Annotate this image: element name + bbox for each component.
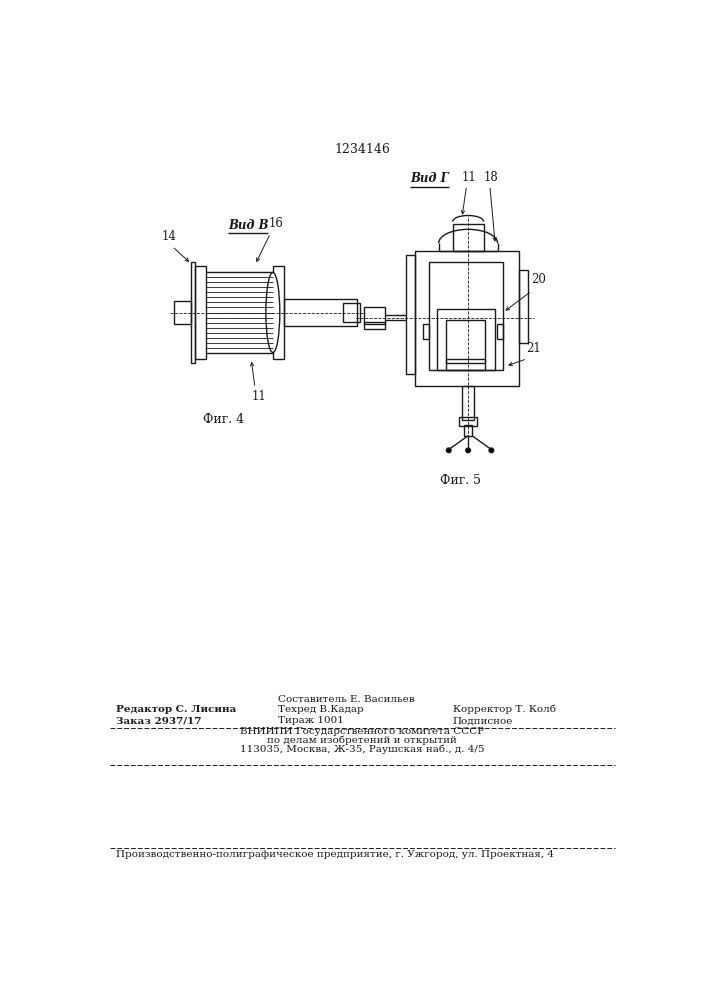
Bar (518, 270, 528, 343)
Bar (174, 301, 191, 324)
Text: 1234146: 1234146 (334, 143, 390, 156)
Text: Фиг. 4: Фиг. 4 (204, 413, 245, 426)
Text: Техред В.Кадар: Техред В.Кадар (279, 705, 364, 714)
Text: Подписное: Подписное (452, 716, 513, 725)
Bar (446, 320, 485, 363)
Text: Составитель Е. Васильев: Составитель Е. Васильев (279, 695, 415, 704)
Text: Тираж 1001: Тираж 1001 (279, 716, 344, 725)
Bar (429, 262, 503, 370)
Bar (446, 359, 485, 370)
Bar (437, 309, 495, 370)
Bar (195, 266, 206, 359)
Bar (497, 324, 503, 339)
Bar (344, 303, 361, 322)
Bar (464, 425, 472, 436)
Text: по делам изобретений и открытий: по делам изобретений и открытий (267, 736, 457, 745)
Bar (462, 386, 474, 420)
Ellipse shape (446, 448, 451, 453)
Text: 113035, Москва, Ж-35, Раушская наб., д. 4/5: 113035, Москва, Ж-35, Раушская наб., д. … (240, 745, 484, 754)
Bar (284, 299, 357, 326)
Bar (363, 307, 385, 324)
Text: Редактор С. Лисина: Редактор С. Лисина (115, 705, 235, 714)
Text: Корректор Т. Колб: Корректор Т. Колб (452, 705, 556, 714)
Bar (423, 324, 429, 339)
Text: 11: 11 (462, 171, 477, 184)
Text: Производственно-полиграфическое предприятие, г. Ужгород, ул. Проектная, 4: Производственно-полиграфическое предприя… (115, 850, 554, 859)
Ellipse shape (266, 272, 280, 353)
Text: 11: 11 (251, 389, 266, 402)
Bar (459, 417, 477, 426)
Text: 18: 18 (484, 171, 498, 184)
Text: 20: 20 (532, 273, 547, 286)
Text: ВНИИПИ Государственного комитета СССР: ВНИИПИ Государственного комитета СССР (240, 727, 484, 736)
Text: 21: 21 (526, 342, 541, 355)
Text: Фиг. 5: Фиг. 5 (440, 474, 481, 487)
Text: 16: 16 (269, 217, 284, 230)
Bar (452, 224, 484, 251)
Bar (191, 262, 195, 363)
Ellipse shape (466, 448, 470, 453)
Text: 14: 14 (162, 230, 177, 243)
Bar (273, 266, 284, 359)
Bar (363, 322, 385, 329)
Text: Вид В: Вид В (228, 219, 269, 232)
Text: Заказ 2937/17: Заказ 2937/17 (115, 716, 201, 725)
Text: Вид Г: Вид Г (410, 172, 449, 185)
Ellipse shape (489, 448, 493, 453)
Bar (406, 255, 416, 374)
Bar (416, 251, 518, 386)
